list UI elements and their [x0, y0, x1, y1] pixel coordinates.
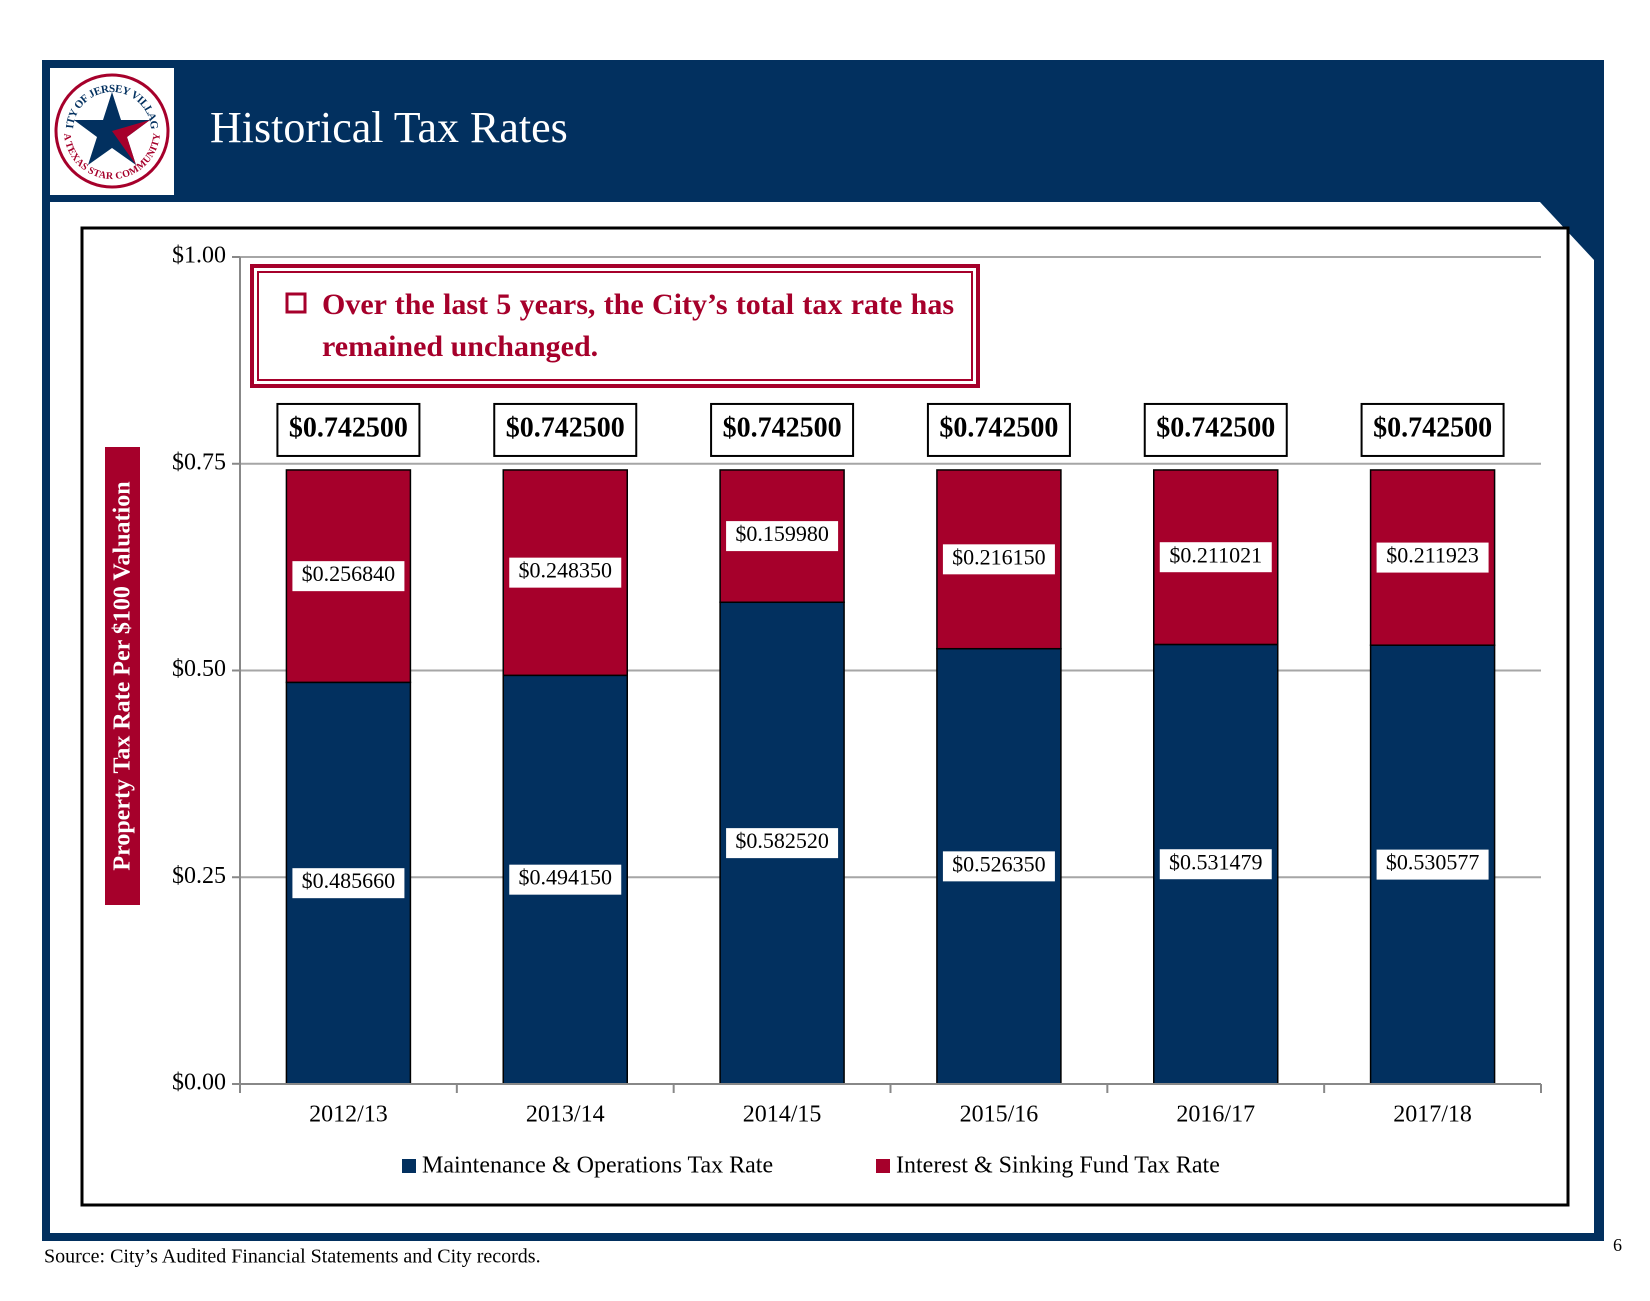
- value-label-bg: [1159, 849, 1272, 880]
- x-tick-label: 2014/15: [743, 1102, 822, 1128]
- total-label: $0.742500: [506, 412, 625, 443]
- value-label-bg: [1376, 849, 1489, 880]
- legend-swatch: [876, 1159, 890, 1173]
- ylabel-box: [105, 447, 140, 905]
- y-tick-label: $1.00: [172, 243, 226, 269]
- x-tick-label: 2015/16: [960, 1102, 1039, 1128]
- value-label-bg: [509, 557, 622, 588]
- page-number: 6: [1613, 1235, 1622, 1255]
- x-tick-label: 2012/13: [309, 1102, 388, 1128]
- value-label: $0.211021: [1169, 542, 1262, 567]
- total-label: $0.742500: [939, 412, 1058, 443]
- value-label-bg: [1159, 542, 1272, 573]
- callout-box: [250, 264, 980, 388]
- value-label: $0.211923: [1386, 543, 1479, 568]
- callout-bullet: [285, 292, 307, 314]
- total-label-box: [1143, 402, 1288, 457]
- logo-star: [74, 92, 150, 165]
- total-label-box: [493, 402, 638, 457]
- total-label: $0.742500: [723, 412, 842, 443]
- value-label: $0.494150: [519, 865, 613, 890]
- x-tick-label: 2017/18: [1393, 1102, 1472, 1128]
- value-label: $0.159980: [735, 521, 829, 546]
- y-tick-label: $0.00: [172, 1070, 226, 1096]
- value-label-bg: [942, 851, 1055, 882]
- total-label-box: [710, 402, 855, 457]
- value-label: $0.485660: [302, 868, 396, 893]
- y-tick-label: $0.50: [172, 656, 226, 682]
- x-tick-label: 2016/17: [1176, 1102, 1255, 1128]
- total-label-box: [276, 402, 421, 457]
- y-tick-label: $0.75: [172, 449, 226, 475]
- y-tick-label: $0.25: [172, 863, 226, 889]
- value-label: $0.256840: [302, 561, 396, 586]
- value-label: $0.531479: [1169, 849, 1263, 874]
- legend-label: Interest & Sinking Fund Tax Rate: [896, 1153, 1220, 1179]
- legend-label: Maintenance & Operations Tax Rate: [422, 1153, 773, 1179]
- total-label-box: [926, 402, 1071, 457]
- value-label-bg: [726, 521, 839, 552]
- logo-star-red: [112, 120, 150, 165]
- total-label: $0.742500: [1373, 412, 1492, 443]
- value-label: $0.248350: [519, 558, 613, 583]
- value-label: $0.526350: [952, 851, 1046, 876]
- legend-swatch: [402, 1159, 416, 1173]
- callout-text: Over the last 5 years, the City’s total …: [322, 288, 954, 363]
- value-label-bg: [1376, 542, 1489, 573]
- value-label-bg: [509, 864, 622, 895]
- value-label-bg: [726, 828, 839, 859]
- source: Source: City’s Audited Financial Stateme…: [44, 1246, 541, 1268]
- total-label: $0.742500: [1156, 412, 1275, 443]
- value-label-bg: [942, 544, 1055, 575]
- value-label: $0.216150: [952, 544, 1046, 569]
- callout-inner: [257, 271, 973, 381]
- value-label-bg: [292, 561, 405, 592]
- x-tick-label: 2013/14: [526, 1102, 605, 1128]
- value-label-bg: [292, 868, 405, 899]
- value-label: $0.530577: [1386, 850, 1480, 875]
- page-title: Historical Tax Rates: [210, 103, 568, 152]
- total-label: $0.742500: [289, 412, 408, 443]
- y-axis-label: Property Tax Rate Per $100 Valuation: [110, 481, 136, 870]
- value-label: $0.582520: [735, 828, 829, 853]
- total-label-box: [1360, 402, 1505, 457]
